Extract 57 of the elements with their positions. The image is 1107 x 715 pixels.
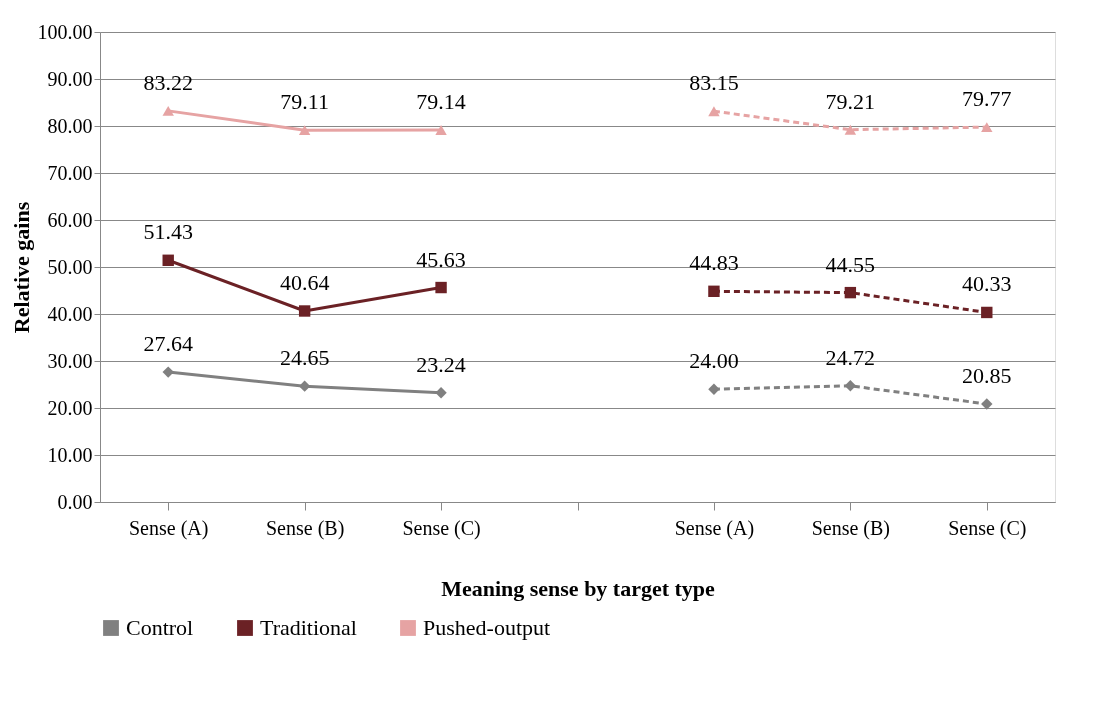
x-tick-label: Sense (C): [402, 516, 481, 540]
x-tick-label: Sense (A): [129, 516, 209, 540]
x-tick-label: Sense (C): [948, 516, 1027, 540]
y-tick-label: 100.00: [37, 20, 93, 43]
data-label: 79.77: [962, 86, 1012, 112]
y-axis-title: Relative gains: [8, 201, 34, 334]
x-axis-title: Meaning sense by target type: [441, 575, 716, 601]
y-tick-label: 20.00: [47, 396, 93, 419]
data-label: 51.43: [143, 219, 193, 245]
data-label: 40.33: [962, 271, 1012, 297]
point: [435, 281, 447, 294]
point: [162, 254, 174, 266]
data-label: 79.21: [825, 88, 876, 114]
point: [162, 105, 174, 116]
data-label: 44.83: [689, 250, 739, 276]
y-tick-label: 30.00: [47, 349, 93, 372]
legend-label: Pushed-output: [423, 615, 551, 640]
data-label: 23.24: [416, 351, 466, 377]
point: [981, 398, 993, 410]
x-tick-label: Sense (B): [265, 516, 345, 540]
y-tick-label: 50.00: [47, 255, 93, 278]
point: [708, 383, 720, 395]
legend-label: Traditional: [260, 615, 357, 640]
point: [981, 122, 993, 133]
y-tick-label: 40.00: [47, 302, 93, 325]
y-tick-label: 90.00: [47, 67, 93, 90]
point: [708, 285, 720, 297]
point: [162, 366, 174, 378]
data-label: 83.15: [689, 70, 739, 96]
y-tick-label: 10.00: [47, 443, 93, 466]
data-label: 24.72: [825, 344, 876, 370]
data-label: 40.64: [279, 269, 330, 295]
data-label: 24.65: [279, 345, 330, 371]
data-label: 79.14: [416, 89, 466, 115]
y-tick-label: 80.00: [47, 114, 93, 137]
data-label: 44.55: [825, 251, 876, 277]
point: [844, 286, 857, 299]
legend-label: Control: [126, 615, 194, 640]
data-label: 79.11: [280, 89, 329, 115]
point: [298, 125, 311, 136]
x-tick-label: Sense (B): [811, 516, 891, 540]
y-tick-label: 70.00: [47, 161, 93, 184]
point: [844, 124, 857, 135]
data-label: 24.00: [689, 348, 739, 374]
point: [435, 125, 447, 135]
y-tick-label: 0.00: [57, 490, 93, 513]
x-tick-label: Sense (A): [674, 516, 755, 540]
point: [844, 380, 857, 392]
point: [981, 306, 993, 319]
data-label: 20.85: [962, 363, 1012, 389]
point: [435, 387, 447, 399]
data-label: 45.63: [416, 246, 466, 272]
point: [708, 106, 720, 117]
data-label: 83.22: [143, 69, 193, 95]
data-label: 27.64: [143, 331, 193, 357]
y-tick-label: 60.00: [47, 208, 93, 231]
point: [298, 305, 311, 317]
